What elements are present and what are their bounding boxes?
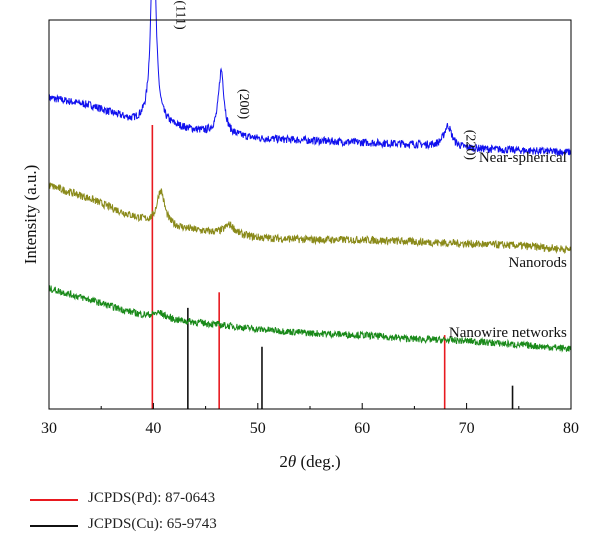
xrd-chart: (111) (200) (220) Near-spherical Nanorods Nan… <box>21 0 579 471</box>
series-line-nanowire-networks <box>48 285 572 353</box>
x-tick-label-40: 40 <box>145 420 161 437</box>
series-line-near-spherical <box>48 0 572 158</box>
series-label-nanorods: Nanorods <box>508 255 566 271</box>
legend: JCPDS(Pd): 87-0643 JCPDS(Cu): 65-9743 <box>30 480 350 550</box>
series-line-nanorods <box>48 182 572 254</box>
legend-label-cu: JCPDS(Cu): 65-9743 <box>88 516 217 532</box>
x-tick-label-70: 70 <box>459 420 475 437</box>
x-tick-label-50: 50 <box>250 420 266 437</box>
annotations: (111) (200) (220) Near-spherical Nanorods Nan… <box>172 0 567 341</box>
series-lines <box>48 0 572 353</box>
legend-swatch-cu <box>30 525 78 527</box>
series-label-near-spherical: Near-spherical <box>479 150 567 166</box>
reference-sticks <box>151 125 514 409</box>
x-axis-label-prefix: 2 <box>279 452 288 471</box>
x-axis-label-suffix: (deg.) <box>296 452 340 471</box>
y-axis-label: Intensity (a.u.) <box>21 165 40 265</box>
plot-frame <box>48 19 572 410</box>
x-tick-label-30: 30 <box>41 420 57 437</box>
peak-label-1: (200) <box>236 89 251 120</box>
legend-label-pd: JCPDS(Pd): 87-0643 <box>88 490 216 506</box>
legend-item-pd: JCPDS(Pd): 87-0643 <box>30 490 350 510</box>
series-label-nanowire-networks: Nanowire networks <box>449 325 567 341</box>
peak-label-0: (111) <box>172 0 187 30</box>
peak-label-2: (220) <box>463 130 478 161</box>
legend-item-cu: JCPDS(Cu): 65-9743 <box>30 516 350 536</box>
x-axis-ticks: 30 40 50 60 70 80 <box>41 403 579 437</box>
x-axis-label: 2θ (deg.) <box>279 452 340 471</box>
x-tick-label-80: 80 <box>563 420 579 437</box>
x-tick-label-60: 60 <box>354 420 370 437</box>
x-axis-label-symbol: θ <box>288 452 296 471</box>
legend-swatch-pd <box>30 499 78 501</box>
